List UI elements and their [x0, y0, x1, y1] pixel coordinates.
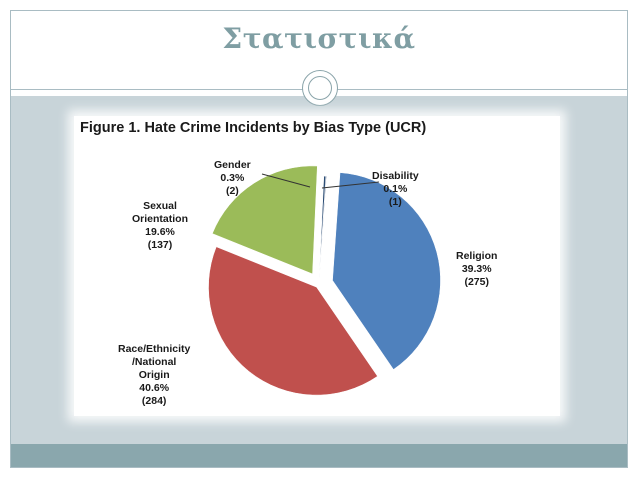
- pie-chart: [208, 165, 441, 396]
- slice-label-count: (2): [225, 185, 239, 197]
- pie-slice-sexual-orientation: [211, 165, 318, 275]
- slice-label-count: (137): [147, 239, 173, 251]
- pie-slice-religion: [332, 172, 441, 370]
- slice-label-percent: 40.6%: [139, 382, 170, 394]
- slice-label-name: Orientation: [132, 213, 189, 225]
- leader-line-gender: [261, 173, 311, 188]
- slice-label-disability: Disability 0.1% (1): [372, 170, 419, 209]
- slice-label-name: /National: [132, 356, 177, 368]
- slice-label-name: Gender: [214, 159, 251, 171]
- pie-slice-disability: [318, 175, 327, 285]
- slice-label-name: Religion: [456, 250, 498, 262]
- slice-label-sexual-orientation: Sexual Orientation 19.6% (137): [132, 200, 188, 252]
- slice-label-count: (284): [141, 395, 167, 407]
- slice-label-count: (1): [388, 196, 402, 208]
- slice-label-name: Origin: [138, 369, 170, 381]
- slice-label-percent: 39.3%: [461, 263, 492, 275]
- circle-ornament-icon: [302, 70, 338, 106]
- slice-label-name: Sexual: [143, 200, 177, 212]
- chart-figure: Figure 1. Hate Crime Incidents by Bias T…: [74, 116, 560, 416]
- slice-label-race-ethnicity-national-origin: Race/Ethnicity/National Origin 40.6% (284): [118, 343, 190, 408]
- pie-slice-race-ethnicity-national-origin: [208, 246, 378, 396]
- slice-label-name: Race/Ethnicity: [118, 343, 191, 355]
- slice-label-religion: Religion 39.3% (275): [456, 250, 497, 289]
- slice-label-name: Disability: [372, 170, 419, 182]
- chart-title: Figure 1. Hate Crime Incidents by Bias T…: [80, 120, 427, 136]
- slice-label-percent: 19.6%: [145, 226, 175, 238]
- slice-label-gender: Gender 0.3% (2): [214, 159, 251, 198]
- footer-band: [11, 444, 627, 467]
- leader-line-disability: [321, 181, 380, 189]
- slice-label-percent: 0.3%: [220, 172, 245, 184]
- slide-title: Στατιστικά: [222, 22, 416, 55]
- slice-label-percent: 0.1%: [383, 183, 408, 195]
- slice-label-count: (275): [464, 276, 489, 288]
